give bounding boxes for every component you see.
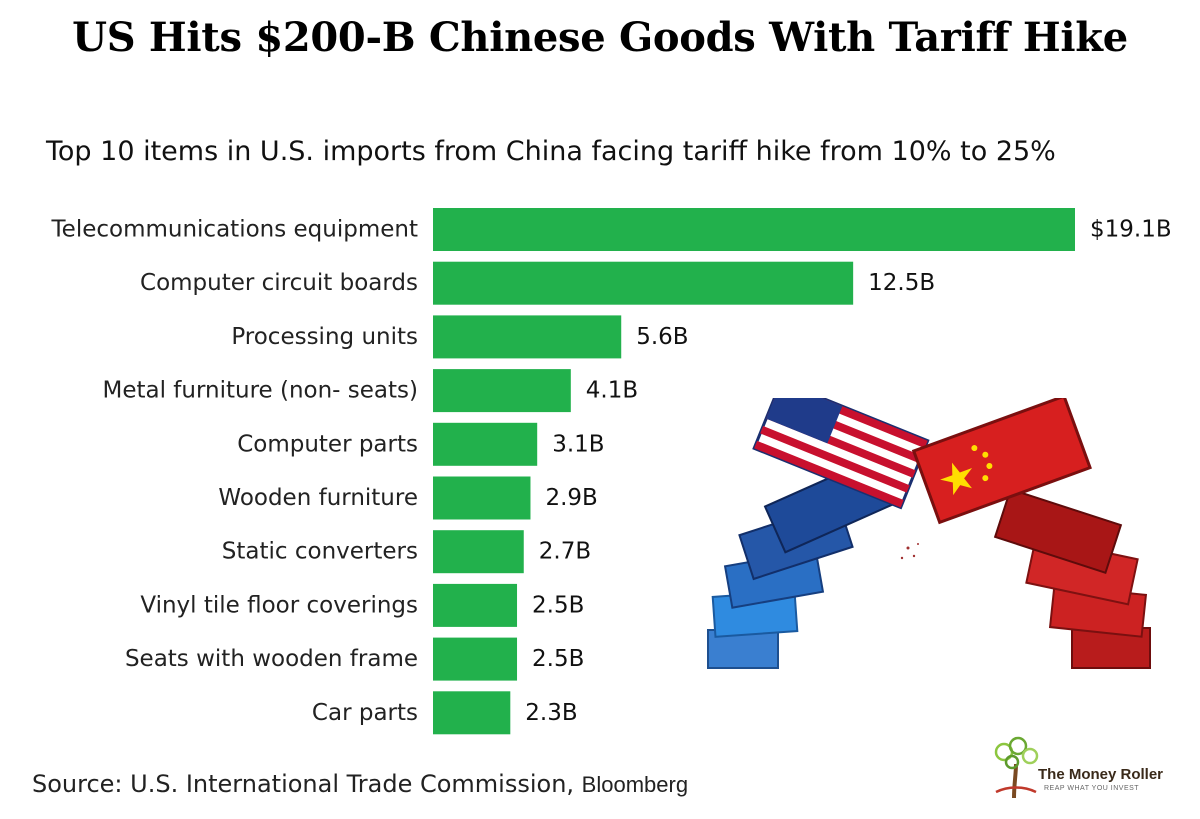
value-label: 3.1B xyxy=(552,431,604,457)
category-label: Telecommunications equipment xyxy=(51,217,418,243)
value-label: 2.5B xyxy=(532,592,584,618)
china-container-stack xyxy=(911,398,1151,669)
value-label: 2.7B xyxy=(539,539,591,565)
bar xyxy=(433,261,854,305)
bar xyxy=(433,422,538,466)
category-label: Processing units xyxy=(231,324,418,350)
source-text: Source: U.S. International Trade Commiss… xyxy=(32,770,582,798)
chart-subtitle: Top 10 items in U.S. imports from China … xyxy=(46,136,1056,167)
us-container-stack xyxy=(707,398,930,669)
category-label: Computer circuit boards xyxy=(140,270,418,296)
collision-sparks xyxy=(900,543,919,560)
value-label: $19.1B xyxy=(1090,217,1172,243)
category-label: Computer parts xyxy=(237,431,418,457)
category-label: Car parts xyxy=(312,700,418,726)
source-note: Source: U.S. International Trade Commiss… xyxy=(32,770,688,798)
value-label: 5.6B xyxy=(636,324,688,350)
category-label: Wooden furniture xyxy=(218,485,418,511)
category-label: Static converters xyxy=(222,539,418,565)
brand-logo: The Money Roller REAP WHAT YOU INVEST xyxy=(990,736,1190,800)
chart-title: US Hits $200-B Chinese Goods With Tariff… xyxy=(72,14,1128,61)
logo-name: The Money Roller xyxy=(1038,766,1164,783)
bar xyxy=(433,691,511,735)
logo-tagline: REAP WHAT YOU INVEST xyxy=(1044,785,1140,792)
category-label: Vinyl tile floor coverings xyxy=(140,592,418,618)
bar xyxy=(433,530,524,574)
bar xyxy=(433,208,1075,251)
value-label: 2.3B xyxy=(525,700,577,726)
value-label: 4.1B xyxy=(586,378,638,404)
bar xyxy=(433,315,622,359)
bar xyxy=(433,637,518,681)
category-label: Seats with wooden frame xyxy=(125,646,418,672)
bar xyxy=(433,369,571,413)
category-label: Metal furniture (non- seats) xyxy=(102,378,418,404)
source-bloomberg: Bloomberg xyxy=(581,772,689,797)
bar xyxy=(433,583,518,627)
tree-logo-icon xyxy=(994,736,1039,799)
value-label: 12.5B xyxy=(868,270,935,296)
value-label: 2.5B xyxy=(532,646,584,672)
trade-war-containers-illustration xyxy=(707,398,1151,669)
bar xyxy=(433,476,531,520)
value-label: 2.9B xyxy=(545,485,597,511)
